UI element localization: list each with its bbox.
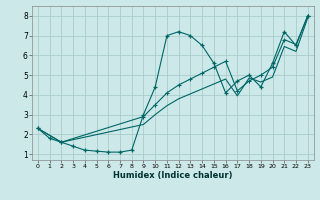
X-axis label: Humidex (Indice chaleur): Humidex (Indice chaleur) <box>113 171 233 180</box>
